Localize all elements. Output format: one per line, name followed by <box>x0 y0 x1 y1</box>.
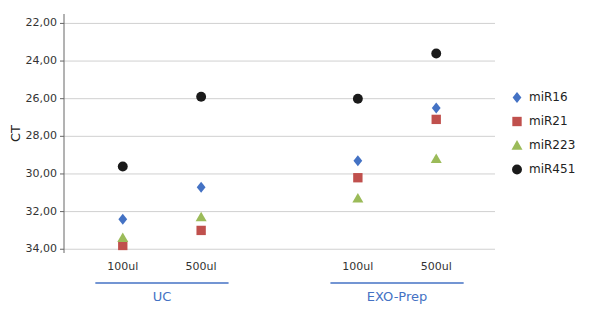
axis-line <box>64 14 65 253</box>
legend: miR16 miR21 miR223 miR451 <box>512 90 576 176</box>
point <box>352 193 363 203</box>
point <box>118 161 128 171</box>
series <box>118 49 441 172</box>
tick-mark <box>60 98 64 99</box>
point <box>353 94 363 104</box>
points <box>117 49 441 251</box>
point <box>353 173 362 182</box>
point <box>197 182 206 193</box>
grid-line <box>64 211 495 212</box>
tick-mark <box>60 249 64 250</box>
group-label: EXO-Prep <box>367 289 428 304</box>
tick-label: 500ul <box>186 260 217 273</box>
tick-mark <box>60 136 64 137</box>
tick-mark <box>60 173 64 174</box>
grid <box>64 23 495 249</box>
tick-mark <box>60 61 64 62</box>
series <box>118 115 441 250</box>
x-axis: 100ul 500ul 100ul 500ul UC EXO-Prep <box>95 260 463 304</box>
tick-label: 34,00 <box>26 242 58 255</box>
legend-marker <box>512 117 521 126</box>
legend-label: miR21 <box>529 114 568 128</box>
point <box>118 241 127 250</box>
chart: 22,00 24,00 26,00 28,00 30,00 32,00 34,00 CT 100… <box>0 0 607 325</box>
tick-label: 100ul <box>107 260 138 273</box>
grid-line <box>64 249 495 250</box>
axis-label: CT <box>8 125 23 142</box>
point <box>196 226 205 235</box>
point <box>431 49 441 59</box>
grid-line <box>64 173 495 174</box>
tick-label: 26,00 <box>26 92 58 105</box>
grid-line <box>64 98 495 99</box>
tick-label: 500ul <box>421 260 452 273</box>
legend-label: miR451 <box>529 162 575 176</box>
point <box>432 103 441 114</box>
tick-label: 28,00 <box>26 129 58 142</box>
grid-line <box>64 23 495 24</box>
point <box>431 153 442 163</box>
y-axis: 22,00 24,00 26,00 28,00 30,00 32,00 34,00 <box>26 14 65 255</box>
grid-line <box>64 61 495 62</box>
tick-label: 100ul <box>342 260 373 273</box>
tick-label: 30,00 <box>26 167 58 180</box>
legend-marker <box>512 165 522 175</box>
series <box>117 153 441 242</box>
grid-line <box>64 136 495 137</box>
point <box>353 155 362 166</box>
group-line <box>330 282 463 284</box>
legend-label: miR16 <box>529 90 568 104</box>
tick-label: 32,00 <box>26 205 58 218</box>
legend-marker <box>512 140 523 150</box>
point <box>196 212 207 222</box>
point <box>118 214 127 225</box>
tick-label: 24,00 <box>26 54 58 67</box>
point <box>117 232 128 242</box>
group-label: UC <box>153 289 172 304</box>
group-line <box>95 282 228 284</box>
tick-mark <box>60 23 64 24</box>
tick-mark <box>60 211 64 212</box>
legend-marker <box>513 92 522 103</box>
point <box>432 115 441 124</box>
tick-label: 22,00 <box>26 16 58 29</box>
series <box>118 103 440 225</box>
point <box>196 92 206 102</box>
legend-label: miR223 <box>529 138 575 152</box>
